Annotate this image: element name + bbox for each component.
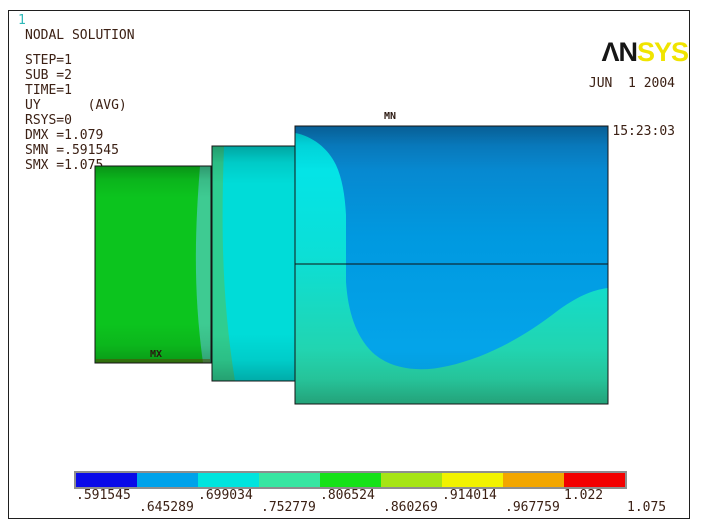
mx-marker: MX	[150, 349, 163, 360]
result-info-line: SMX =1.075	[25, 158, 104, 173]
result-info-block: NODAL SOLUTION STEP=1 SUB =2 TIME=1 UY (…	[25, 28, 135, 173]
legend-segment	[259, 473, 320, 487]
result-info-line: SUB =2	[25, 68, 72, 83]
legend-value: .860269	[383, 500, 438, 515]
legend-segment	[564, 473, 625, 487]
legend-value: 1.075	[627, 500, 667, 515]
legend-segment	[381, 473, 442, 487]
plot-window-frame: 1 NODAL SOLUTION STEP=1 SUB =2 TIME=1 UY…	[8, 10, 690, 519]
legend-value: 1.022	[564, 488, 604, 503]
legend-segment	[76, 473, 137, 487]
legend-segment	[442, 473, 503, 487]
legend-value: .914014	[442, 488, 497, 503]
result-title: NODAL SOLUTION	[25, 28, 135, 43]
window-number: 1	[18, 13, 26, 28]
legend-color-bar	[74, 471, 627, 489]
legend-segment	[198, 473, 259, 487]
mn-marker: MN	[384, 111, 397, 122]
legend-value: .591545	[76, 488, 131, 503]
ansys-logo-sys: SYS	[636, 37, 689, 67]
result-info-line: DMX =1.079	[25, 128, 104, 143]
legend-value: .645289	[139, 500, 194, 515]
legend-value: .806524	[320, 488, 375, 503]
result-info-line: UY (AVG)	[25, 98, 127, 113]
ansys-logo-an: ΛN	[601, 37, 638, 67]
time-text: 15:23:03	[612, 124, 675, 139]
ansys-logo: ΛNSYS	[576, 13, 689, 91]
legend-value: .967759	[505, 500, 560, 515]
date-text: JUN 1 2004	[588, 76, 675, 91]
contour-plot	[94, 125, 609, 405]
legend-value: .699034	[198, 488, 253, 503]
result-info-line: STEP=1	[25, 53, 72, 68]
legend-segment	[137, 473, 198, 487]
date-time-block: JUN 1 2004 15:23:03	[589, 44, 675, 172]
result-info-line: RSYS=0	[25, 113, 72, 128]
result-info-line: SMN =.591545	[25, 143, 119, 158]
legend-segment	[503, 473, 564, 487]
legend-segment	[320, 473, 381, 487]
shaft-section-middle	[211, 145, 296, 382]
legend-value: .752779	[261, 500, 316, 515]
result-info-line: TIME=1	[25, 83, 72, 98]
shaft-section-right	[294, 125, 609, 405]
shaft-section-left	[94, 165, 212, 364]
